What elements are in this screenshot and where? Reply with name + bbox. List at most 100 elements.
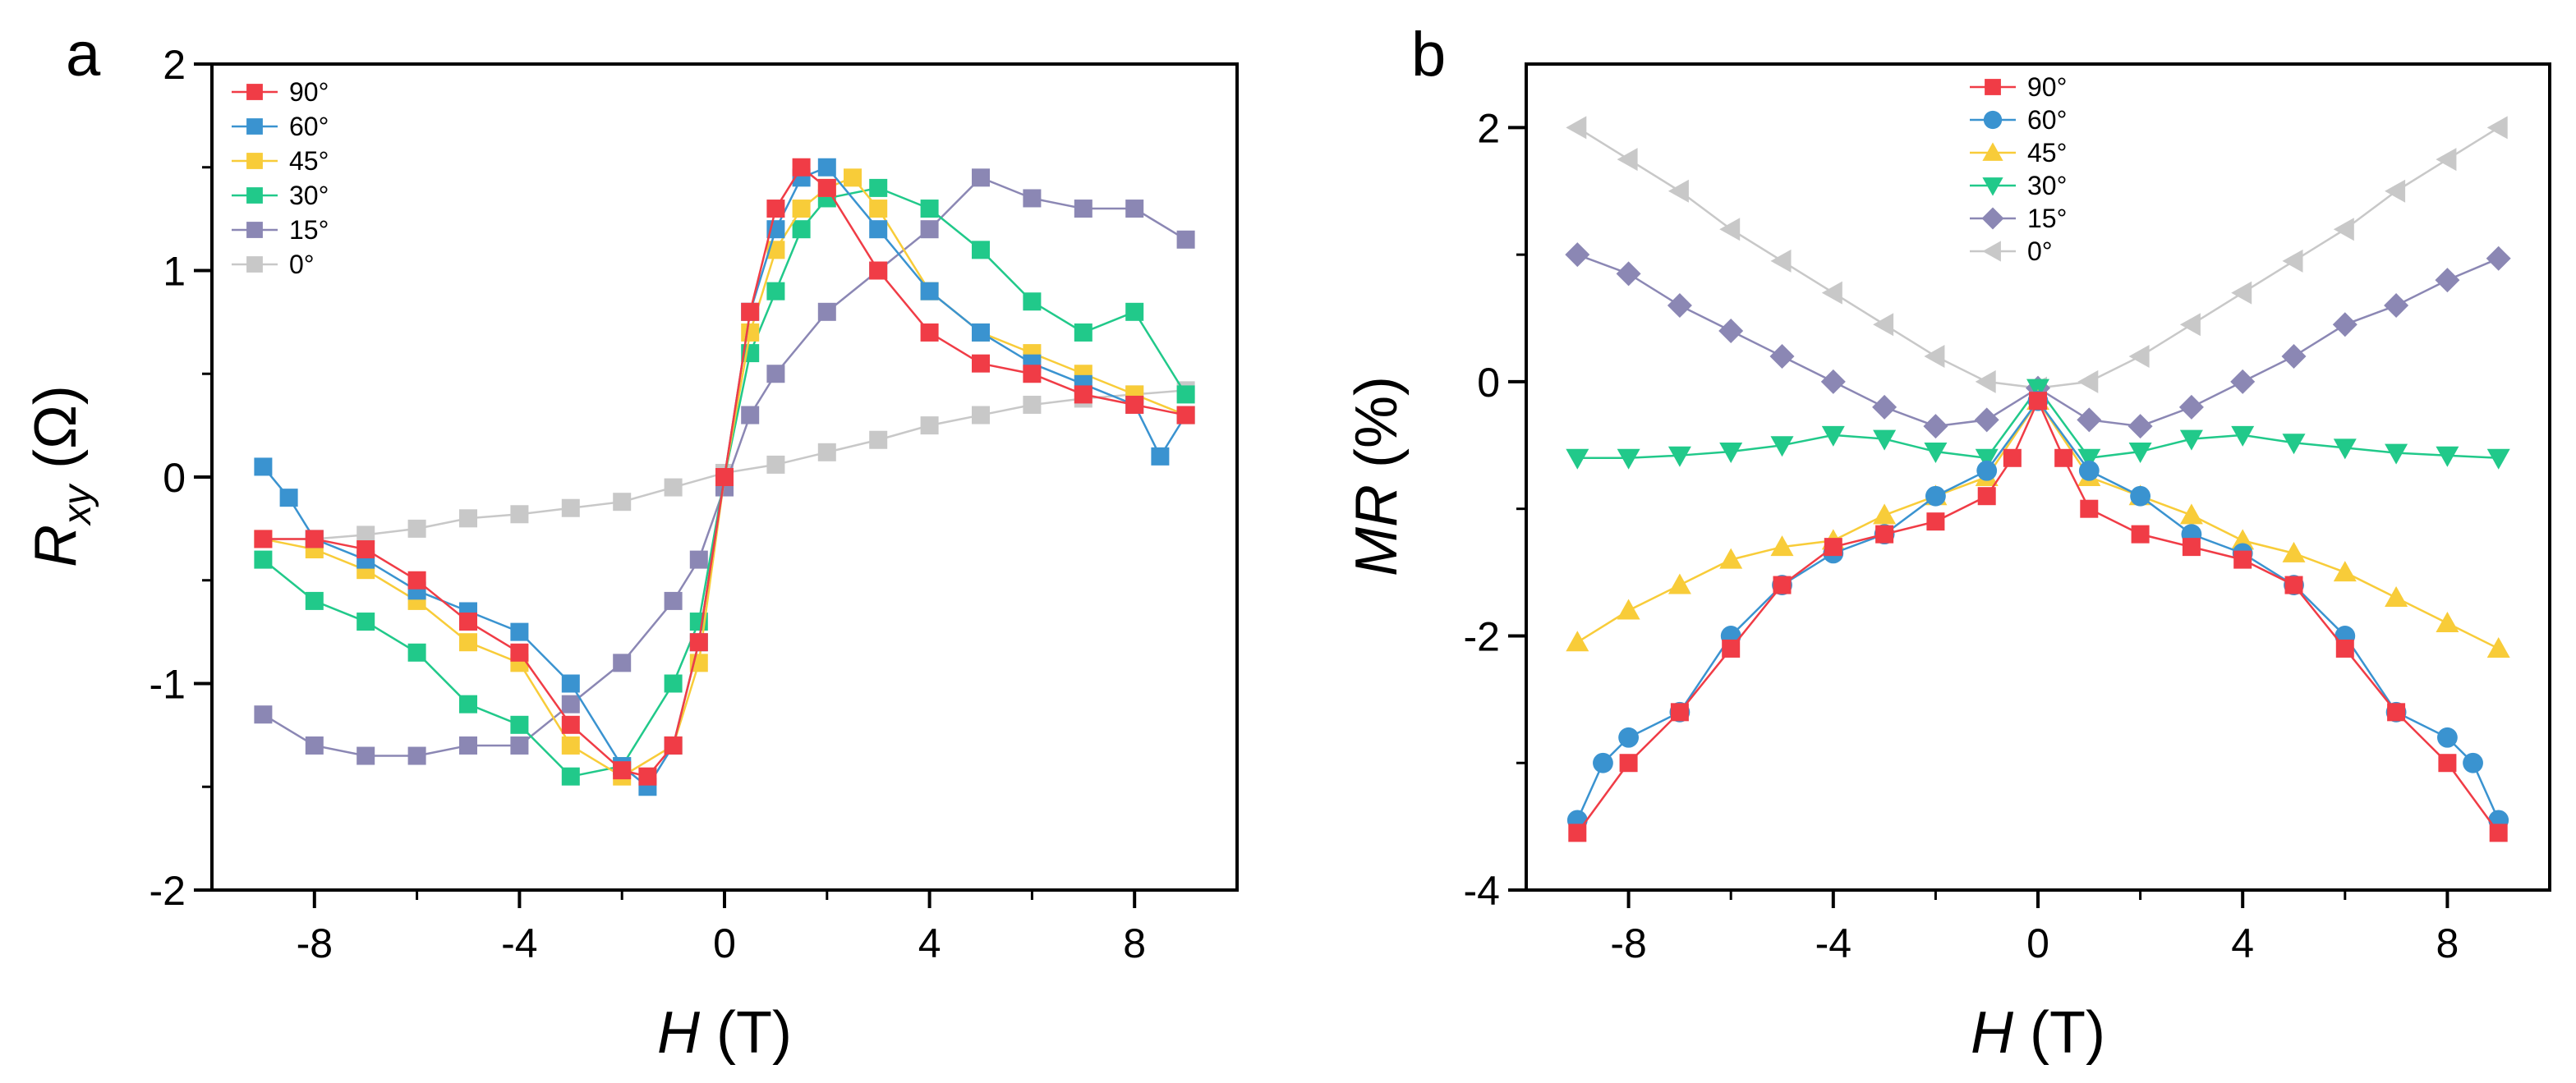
x-axis-title-a-unit: (T) (700, 1000, 792, 1066)
data-point (2486, 448, 2510, 470)
data-point (2054, 448, 2073, 467)
legend-marker (1982, 241, 2001, 262)
data-point (356, 540, 375, 559)
data-point (869, 430, 888, 449)
x-tick-label: 8 (2436, 920, 2459, 966)
data-point (407, 643, 426, 662)
axis-ticks-a: -8 -4 0 4 8 -2 -1 0 1 2 (150, 42, 1147, 966)
data-point (2333, 438, 2357, 460)
data-point (844, 168, 862, 187)
data-point (279, 489, 298, 507)
legend-label: 0° (289, 250, 315, 279)
data-point (1975, 369, 1996, 393)
data-point (817, 302, 836, 321)
legend-marker (246, 84, 263, 100)
data-point (1023, 365, 1042, 383)
legend-item: 45° (232, 146, 329, 176)
legend-item: 15° (232, 215, 329, 245)
data-point (510, 622, 529, 641)
data-point (664, 591, 683, 610)
legend-label: 30° (2027, 171, 2067, 200)
data-point (1824, 538, 1842, 557)
legend-marker (1983, 110, 2003, 130)
data-point (254, 550, 273, 569)
data-point (356, 746, 375, 765)
data-point (1668, 179, 1689, 203)
data-point (1670, 703, 1689, 722)
data-point (2128, 443, 2152, 464)
data-point (1176, 385, 1195, 404)
data-point (1773, 576, 1792, 594)
x-tick-label: 8 (1123, 920, 1146, 966)
data-point (254, 457, 273, 476)
series-group-b (1565, 116, 2511, 842)
data-point (2335, 639, 2354, 658)
legend-item: 15° (1970, 204, 2067, 233)
y-axis-title-a: Rxy (Ω) (23, 385, 99, 567)
legend-label: 60° (289, 112, 329, 141)
data-point (766, 365, 785, 383)
legend-item: 30° (1970, 171, 2067, 200)
data-point (305, 591, 324, 610)
data-point (1875, 525, 1894, 544)
data-point (2437, 727, 2458, 748)
y-tick-label: 2 (163, 42, 186, 88)
legend-item: 90° (1970, 72, 2067, 102)
data-point (2463, 752, 2483, 773)
data-point (792, 158, 811, 177)
data-point (613, 493, 632, 512)
data-point (2281, 343, 2307, 369)
data-point (1565, 242, 1590, 268)
data-point (613, 761, 632, 780)
data-point (459, 736, 477, 755)
legend-marker (1981, 207, 2004, 230)
data-point (1722, 639, 1741, 658)
data-point (1176, 230, 1195, 249)
series-90deg (254, 158, 1195, 786)
data-point (1924, 344, 1945, 368)
data-point (1873, 313, 1894, 337)
data-point (1821, 281, 1842, 305)
y-tick-label: -4 (1464, 868, 1500, 914)
x-tick-label: 0 (2026, 920, 2049, 966)
data-point (2179, 313, 2201, 337)
legend-a: 90° 60° 45° 30° 15° 0° (232, 77, 329, 279)
legend-marker (246, 118, 263, 135)
data-point (2282, 249, 2303, 273)
data-point (2486, 246, 2511, 271)
y-axis-title-a-sub: xy (56, 483, 99, 526)
data-point (2385, 586, 2408, 608)
series-group-a (254, 158, 1195, 796)
data-point (2233, 550, 2252, 569)
legend-item: 60° (232, 112, 329, 141)
legend-label: 30° (289, 181, 329, 210)
legend-label: 15° (289, 215, 329, 245)
data-point (2077, 407, 2102, 433)
legend-item: 30° (232, 181, 329, 210)
data-point (1925, 485, 1946, 507)
data-point (1617, 599, 1640, 620)
data-point (1176, 406, 1195, 424)
data-point (869, 178, 888, 197)
legend-item: 0° (232, 250, 315, 279)
data-point (407, 571, 426, 590)
data-point (2179, 503, 2203, 525)
data-point (1566, 448, 1589, 470)
legend-marker (246, 256, 263, 273)
data-point (2436, 611, 2459, 632)
x-axis-title-a-var: H (657, 1000, 701, 1066)
data-point (2077, 448, 2101, 470)
data-point (254, 705, 273, 724)
y-tick-label: 0 (1477, 360, 1500, 406)
data-point (689, 633, 708, 652)
data-point (1023, 189, 1042, 208)
panel-label-a: a (66, 20, 101, 89)
y-tick-label: -2 (150, 868, 186, 914)
data-point (510, 736, 529, 755)
data-point (305, 736, 324, 755)
chart-panel-a: a -8 -4 0 4 8 -2 -1 0 1 2 90° 60° 45° 30° 15° 0° H (T)… (23, 20, 1239, 1066)
chart-panel-b: b -8 -4 0 4 8-4-202 90°60°45°30°15°0° H (T) … (1344, 20, 2551, 1066)
data-point (1593, 752, 1613, 773)
data-point (1618, 727, 1639, 748)
data-point (1668, 573, 1691, 594)
